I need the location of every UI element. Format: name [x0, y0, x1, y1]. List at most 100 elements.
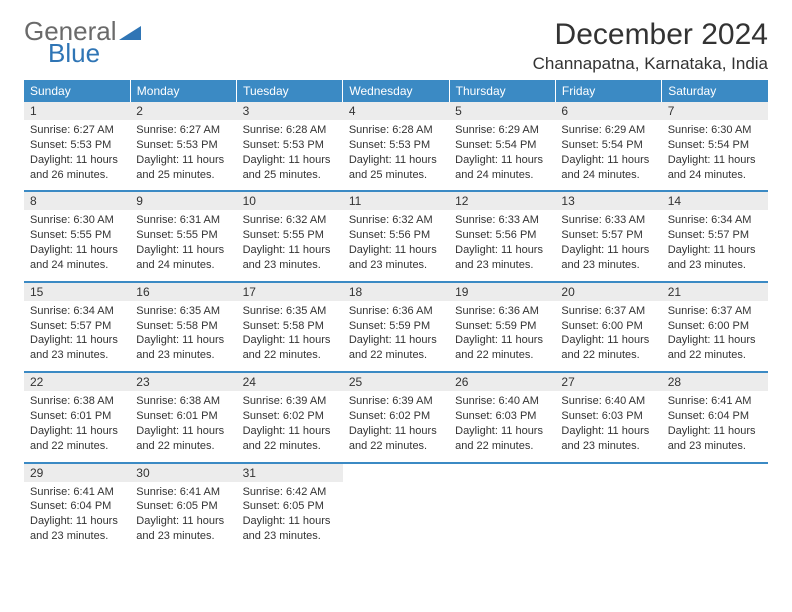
day-number: 12: [449, 192, 555, 210]
sunrise-line: Sunrise: 6:34 AM: [668, 213, 762, 228]
day-body: Sunrise: 6:27 AMSunset: 5:53 PMDaylight:…: [130, 120, 236, 190]
day-cell: 12Sunrise: 6:33 AMSunset: 5:56 PMDayligh…: [449, 191, 555, 281]
day-number: 23: [130, 373, 236, 391]
day-body: Sunrise: 6:32 AMSunset: 5:55 PMDaylight:…: [237, 210, 343, 280]
title-block: December 2024 Channapatna, Karnataka, In…: [533, 18, 768, 74]
day-cell: 13Sunrise: 6:33 AMSunset: 5:57 PMDayligh…: [555, 191, 661, 281]
sunrise-line: Sunrise: 6:36 AM: [455, 304, 549, 319]
sunset-line: Sunset: 6:01 PM: [30, 409, 124, 424]
day-body: Sunrise: 6:38 AMSunset: 6:01 PMDaylight:…: [24, 391, 130, 461]
sunset-line: Sunset: 5:59 PM: [455, 319, 549, 334]
day-cell: 21Sunrise: 6:37 AMSunset: 6:00 PMDayligh…: [662, 282, 768, 372]
day-number: 5: [449, 102, 555, 120]
daylight-line: Daylight: 11 hours and 23 minutes.: [668, 424, 762, 454]
day-number: 10: [237, 192, 343, 210]
day-body: Sunrise: 6:37 AMSunset: 6:00 PMDaylight:…: [662, 301, 768, 371]
day-number: 25: [343, 373, 449, 391]
day-body: Sunrise: 6:35 AMSunset: 5:58 PMDaylight:…: [237, 301, 343, 371]
daylight-line: Daylight: 11 hours and 23 minutes.: [668, 243, 762, 273]
sunrise-line: Sunrise: 6:29 AM: [561, 123, 655, 138]
sunset-line: Sunset: 6:04 PM: [668, 409, 762, 424]
day-body: Sunrise: 6:39 AMSunset: 6:02 PMDaylight:…: [343, 391, 449, 461]
col-tuesday: Tuesday: [237, 80, 343, 102]
daylight-line: Daylight: 11 hours and 23 minutes.: [349, 243, 443, 273]
sunrise-line: Sunrise: 6:39 AM: [349, 394, 443, 409]
sunrise-line: Sunrise: 6:32 AM: [243, 213, 337, 228]
day-number: 8: [24, 192, 130, 210]
day-cell: 7Sunrise: 6:30 AMSunset: 5:54 PMDaylight…: [662, 102, 768, 191]
sunrise-line: Sunrise: 6:38 AM: [30, 394, 124, 409]
day-body: Sunrise: 6:28 AMSunset: 5:53 PMDaylight:…: [237, 120, 343, 190]
day-cell: 2Sunrise: 6:27 AMSunset: 5:53 PMDaylight…: [130, 102, 236, 191]
day-body: Sunrise: 6:39 AMSunset: 6:02 PMDaylight:…: [237, 391, 343, 461]
sunset-line: Sunset: 5:55 PM: [243, 228, 337, 243]
sunset-line: Sunset: 5:57 PM: [668, 228, 762, 243]
daylight-line: Daylight: 11 hours and 22 minutes.: [668, 333, 762, 363]
daylight-line: Daylight: 11 hours and 22 minutes.: [243, 333, 337, 363]
daylight-line: Daylight: 11 hours and 22 minutes.: [349, 424, 443, 454]
day-number: 11: [343, 192, 449, 210]
sunrise-line: Sunrise: 6:35 AM: [243, 304, 337, 319]
day-cell: 11Sunrise: 6:32 AMSunset: 5:56 PMDayligh…: [343, 191, 449, 281]
day-cell: [343, 463, 449, 552]
sunrise-line: Sunrise: 6:32 AM: [349, 213, 443, 228]
day-number: 21: [662, 283, 768, 301]
sunrise-line: Sunrise: 6:41 AM: [30, 485, 124, 500]
sunrise-line: Sunrise: 6:27 AM: [30, 123, 124, 138]
day-number: 18: [343, 283, 449, 301]
sunrise-line: Sunrise: 6:40 AM: [561, 394, 655, 409]
sunset-line: Sunset: 6:00 PM: [668, 319, 762, 334]
day-body: Sunrise: 6:34 AMSunset: 5:57 PMDaylight:…: [662, 210, 768, 280]
day-body: Sunrise: 6:38 AMSunset: 6:01 PMDaylight:…: [130, 391, 236, 461]
day-number: 27: [555, 373, 661, 391]
daylight-line: Daylight: 11 hours and 23 minutes.: [561, 424, 655, 454]
day-number: 28: [662, 373, 768, 391]
day-body: Sunrise: 6:31 AMSunset: 5:55 PMDaylight:…: [130, 210, 236, 280]
day-number: 9: [130, 192, 236, 210]
daylight-line: Daylight: 11 hours and 24 minutes.: [136, 243, 230, 273]
day-body: Sunrise: 6:36 AMSunset: 5:59 PMDaylight:…: [343, 301, 449, 371]
day-cell: [662, 463, 768, 552]
day-body: Sunrise: 6:34 AMSunset: 5:57 PMDaylight:…: [24, 301, 130, 371]
day-body: Sunrise: 6:32 AMSunset: 5:56 PMDaylight:…: [343, 210, 449, 280]
daylight-line: Daylight: 11 hours and 24 minutes.: [668, 153, 762, 183]
day-number: 16: [130, 283, 236, 301]
day-number: 20: [555, 283, 661, 301]
day-cell: 27Sunrise: 6:40 AMSunset: 6:03 PMDayligh…: [555, 372, 661, 462]
page-title: December 2024: [533, 18, 768, 52]
sunrise-line: Sunrise: 6:27 AM: [136, 123, 230, 138]
daylight-line: Daylight: 11 hours and 26 minutes.: [30, 153, 124, 183]
day-number: 7: [662, 102, 768, 120]
sunrise-line: Sunrise: 6:30 AM: [30, 213, 124, 228]
sunset-line: Sunset: 6:02 PM: [349, 409, 443, 424]
day-cell: 6Sunrise: 6:29 AMSunset: 5:54 PMDaylight…: [555, 102, 661, 191]
sunrise-line: Sunrise: 6:37 AM: [668, 304, 762, 319]
day-cell: 26Sunrise: 6:40 AMSunset: 6:03 PMDayligh…: [449, 372, 555, 462]
sunset-line: Sunset: 5:53 PM: [136, 138, 230, 153]
col-monday: Monday: [130, 80, 236, 102]
sunset-line: Sunset: 6:04 PM: [30, 499, 124, 514]
day-number: 1: [24, 102, 130, 120]
day-cell: [555, 463, 661, 552]
daylight-line: Daylight: 11 hours and 24 minutes.: [455, 153, 549, 183]
week-row: 8Sunrise: 6:30 AMSunset: 5:55 PMDaylight…: [24, 191, 768, 281]
day-cell: 8Sunrise: 6:30 AMSunset: 5:55 PMDaylight…: [24, 191, 130, 281]
day-cell: 30Sunrise: 6:41 AMSunset: 6:05 PMDayligh…: [130, 463, 236, 552]
header: General Blue December 2024 Channapatna, …: [24, 18, 768, 74]
day-number: 30: [130, 464, 236, 482]
sunset-line: Sunset: 5:54 PM: [668, 138, 762, 153]
day-cell: 25Sunrise: 6:39 AMSunset: 6:02 PMDayligh…: [343, 372, 449, 462]
daylight-line: Daylight: 11 hours and 22 minutes.: [455, 424, 549, 454]
daylight-line: Daylight: 11 hours and 25 minutes.: [136, 153, 230, 183]
day-body: Sunrise: 6:27 AMSunset: 5:53 PMDaylight:…: [24, 120, 130, 190]
daylight-line: Daylight: 11 hours and 23 minutes.: [30, 514, 124, 544]
sunset-line: Sunset: 6:02 PM: [243, 409, 337, 424]
sunset-line: Sunset: 6:01 PM: [136, 409, 230, 424]
day-number: 4: [343, 102, 449, 120]
day-cell: 18Sunrise: 6:36 AMSunset: 5:59 PMDayligh…: [343, 282, 449, 372]
day-number: 31: [237, 464, 343, 482]
sunset-line: Sunset: 5:57 PM: [561, 228, 655, 243]
day-cell: 9Sunrise: 6:31 AMSunset: 5:55 PMDaylight…: [130, 191, 236, 281]
day-cell: 19Sunrise: 6:36 AMSunset: 5:59 PMDayligh…: [449, 282, 555, 372]
sunset-line: Sunset: 5:55 PM: [30, 228, 124, 243]
